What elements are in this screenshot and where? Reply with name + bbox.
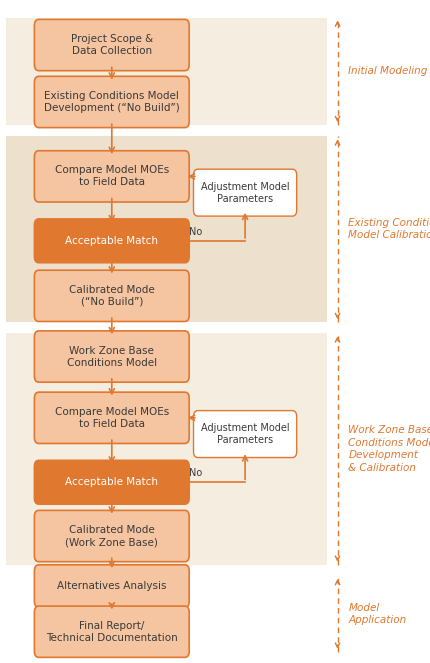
FancyBboxPatch shape [34, 565, 189, 607]
Text: Project Scope &
Data Collection: Project Scope & Data Collection [71, 34, 153, 56]
FancyBboxPatch shape [194, 169, 297, 216]
Text: Calibrated Mode
(Work Zone Base): Calibrated Mode (Work Zone Base) [65, 525, 158, 547]
FancyBboxPatch shape [34, 511, 189, 562]
Text: No: No [189, 227, 203, 237]
Text: Final Report/
Technical Documentation: Final Report/ Technical Documentation [46, 621, 178, 642]
FancyBboxPatch shape [34, 151, 189, 202]
Text: Work Zone Base
Conditions Model: Work Zone Base Conditions Model [67, 345, 157, 367]
Text: Model
Application: Model Application [348, 603, 406, 625]
FancyBboxPatch shape [34, 219, 189, 263]
Bar [6, 333, 327, 565]
Text: Adjustment Model
Parameters: Adjustment Model Parameters [201, 182, 289, 204]
FancyBboxPatch shape [34, 19, 189, 71]
FancyBboxPatch shape [34, 392, 189, 444]
Text: Acceptable Match: Acceptable Match [65, 477, 158, 487]
FancyBboxPatch shape [34, 271, 189, 322]
Text: Work Zone Base
Conditions Model
Development
& Calibration: Work Zone Base Conditions Model Developm… [348, 426, 430, 473]
FancyBboxPatch shape [34, 331, 189, 382]
Text: Acceptable Match: Acceptable Match [65, 236, 158, 246]
FancyBboxPatch shape [194, 410, 297, 457]
Text: Initial Modeling: Initial Modeling [348, 66, 428, 76]
FancyBboxPatch shape [34, 76, 189, 127]
Bar [6, 17, 327, 125]
Bar [6, 137, 327, 322]
Text: Existing Conditions Model
Development (“No Build”): Existing Conditions Model Development (“… [44, 91, 180, 113]
Text: Alternatives Analysis: Alternatives Analysis [57, 581, 166, 591]
FancyBboxPatch shape [34, 460, 189, 504]
Text: No: No [189, 468, 203, 478]
Text: Compare Model MOEs
to Field Data: Compare Model MOEs to Field Data [55, 165, 169, 188]
Text: Adjustment Model
Parameters: Adjustment Model Parameters [201, 423, 289, 445]
Text: Calibrated Mode
(“No Build”): Calibrated Mode (“No Build”) [69, 285, 155, 307]
Text: Compare Model MOEs
to Field Data: Compare Model MOEs to Field Data [55, 407, 169, 429]
Text: Existing Conditions
Model Calibration: Existing Conditions Model Calibration [348, 218, 430, 241]
FancyBboxPatch shape [34, 606, 189, 658]
